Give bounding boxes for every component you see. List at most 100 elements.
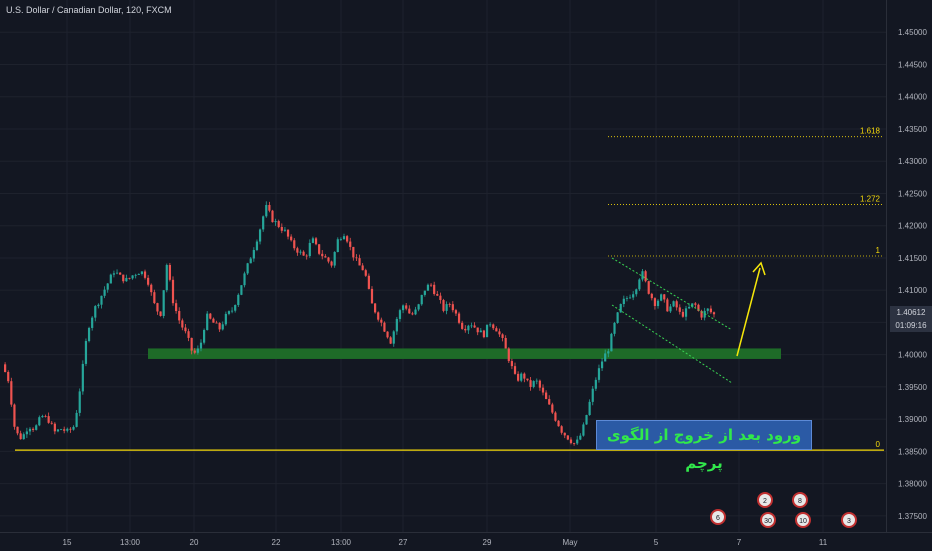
candle-body: [150, 284, 153, 293]
candle-body: [22, 434, 25, 440]
candle-body: [119, 272, 122, 275]
candle-body: [535, 380, 538, 382]
candle-body: [103, 289, 106, 296]
candle-body: [342, 236, 346, 240]
candle-body: [520, 373, 523, 381]
candle-body: [507, 348, 510, 362]
candle-body: [178, 311, 181, 321]
candle-body: [333, 252, 336, 266]
candles: [4, 201, 716, 446]
candle-body: [411, 313, 414, 315]
candle-body: [336, 239, 339, 253]
candle-body: [563, 432, 566, 436]
candle-body: [476, 327, 479, 333]
candle-body: [324, 256, 327, 258]
price-tick-label: 1.39500: [898, 383, 927, 392]
candle-body: [706, 308, 709, 311]
candle-body: [175, 303, 178, 312]
event-marker-label: 2: [763, 498, 767, 505]
time-tick-label: 20: [190, 538, 199, 547]
candle-body: [234, 305, 237, 311]
candle-body: [84, 341, 88, 364]
candle-body: [143, 271, 147, 278]
candle-body: [669, 306, 672, 312]
candle-body: [647, 281, 650, 294]
candle-body: [551, 404, 554, 413]
candle-body: [672, 301, 675, 307]
candle-body: [339, 239, 342, 240]
candle-body: [330, 261, 333, 266]
candle-body: [63, 429, 66, 431]
candle-body: [190, 337, 193, 351]
candle-body: [38, 417, 41, 426]
candle-body: [69, 428, 72, 430]
candle-body: [25, 431, 28, 435]
candle-body: [302, 251, 305, 256]
candle-body: [327, 257, 330, 262]
candle-body: [268, 204, 271, 211]
candle-body: [280, 226, 283, 231]
candle-body: [274, 221, 277, 223]
event-marker[interactable]: 10: [795, 512, 811, 528]
event-marker[interactable]: 3: [841, 512, 857, 528]
time-tick-label: 7: [737, 538, 742, 547]
candle-body: [283, 229, 287, 231]
candle-body: [513, 366, 517, 374]
candle-body: [660, 294, 663, 301]
candle-body: [426, 284, 430, 291]
candle-body: [591, 388, 594, 402]
candle-body: [504, 337, 507, 349]
candle-body: [457, 313, 461, 323]
candle-body: [691, 303, 694, 307]
candle-body: [635, 289, 638, 295]
candle-body: [131, 275, 134, 279]
candle-body: [122, 274, 125, 282]
candle-body: [582, 424, 585, 436]
candle-body: [566, 435, 569, 440]
price-tick-label: 1.43500: [898, 125, 927, 134]
candle-body: [349, 241, 352, 247]
candle-body: [625, 298, 629, 299]
event-marker[interactable]: 6: [710, 509, 726, 525]
event-marker-label: 3: [847, 518, 851, 525]
price-tick-label: 1.37500: [898, 512, 927, 521]
breakout-arrow: [736, 267, 761, 357]
event-marker[interactable]: 2: [757, 492, 773, 508]
candle-body: [482, 330, 486, 338]
candle-body: [50, 422, 53, 424]
candle-body: [209, 313, 212, 319]
candle-body: [230, 310, 234, 312]
candle-body: [572, 443, 576, 444]
candle-body: [401, 305, 405, 311]
price-tick-label: 1.44500: [898, 60, 927, 69]
candle-body: [712, 312, 716, 315]
candle-body: [215, 322, 218, 324]
candle-body: [75, 412, 78, 427]
event-marker-label: 10: [799, 518, 807, 525]
event-markers: 6 2 30 8 10 3: [710, 492, 857, 528]
candle-body: [492, 324, 495, 329]
candle-body: [439, 295, 442, 301]
annotation-text: ورود بعد از خروج از الگوی پرچم: [606, 426, 802, 472]
candle-body: [168, 265, 171, 280]
candle-body: [202, 329, 206, 343]
candle-body: [644, 271, 647, 282]
candle-body: [420, 294, 423, 305]
time-tick-label: 22: [272, 538, 281, 547]
candle-body: [286, 229, 290, 237]
price-axis[interactable]: [886, 0, 932, 532]
candle-body: [271, 210, 274, 223]
candle-body: [607, 351, 610, 354]
event-marker[interactable]: 30: [760, 512, 776, 528]
candle-body: [240, 285, 243, 295]
candle-body: [548, 399, 551, 405]
candle-body: [398, 310, 402, 319]
event-marker[interactable]: 8: [792, 492, 808, 508]
candle-body: [510, 361, 514, 367]
candle-body: [532, 381, 535, 387]
time-axis[interactable]: [0, 532, 932, 551]
candle-body: [467, 325, 470, 331]
candle-body: [277, 221, 280, 227]
price-tick-label: 1.44000: [898, 93, 927, 102]
